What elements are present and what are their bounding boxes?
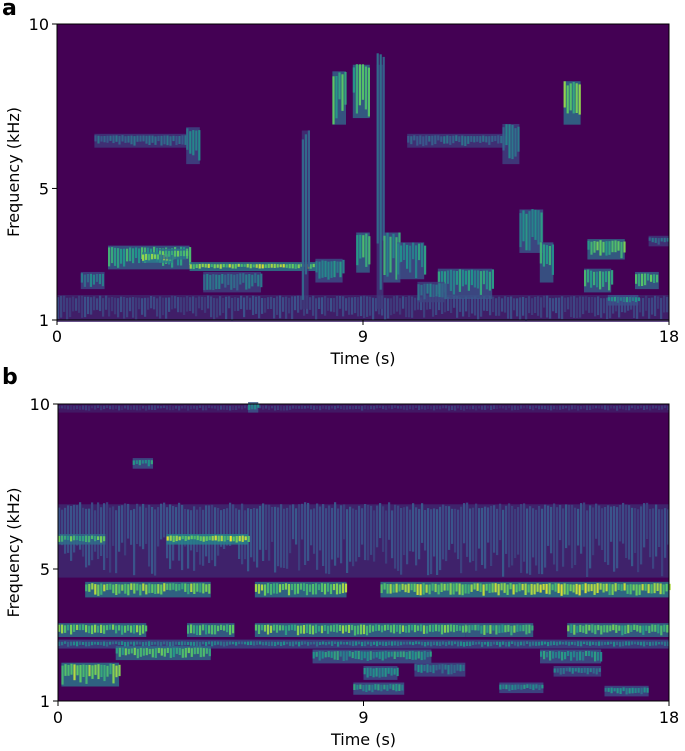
spectrogram-event [587, 239, 626, 260]
x-tick-label: 0 [53, 708, 63, 727]
spectrogram-event [58, 534, 106, 545]
spectrogram-event [553, 666, 602, 677]
spectrogram-event [499, 682, 544, 694]
spectrogram-event [58, 502, 670, 578]
spectrogram-event [254, 581, 348, 598]
spectrogram-event [248, 402, 260, 413]
spectrogram-event [159, 248, 189, 260]
y-axis-label: Frequency (kHz) [4, 488, 23, 618]
x-tick-label: 9 [358, 708, 368, 727]
spectrogram-event [80, 271, 105, 290]
x-tick-label: 18 [659, 708, 679, 727]
spectrogram-event [540, 649, 603, 664]
spectrogram-event [115, 646, 211, 661]
spectrogram-event [189, 262, 316, 272]
y-tick-label: 5 [40, 560, 50, 579]
y-tick-label: 10 [30, 395, 50, 414]
spectrogram-panel-a: a 0 9 18 1 5 10 Time (s) Frequency (kHz) [2, 0, 679, 368]
spectrogram-event [254, 623, 468, 637]
spectrogram-event [312, 649, 432, 664]
spectrogram-event [567, 623, 669, 637]
x-axis-label: Time (s) [329, 349, 395, 368]
spectrogram-event [58, 639, 670, 649]
spectrogram-event [363, 666, 399, 680]
spectrogram-event [61, 662, 121, 687]
spectrogram-event [58, 623, 148, 637]
y-tick-label: 10 [29, 15, 49, 34]
spectrogram-event [94, 133, 187, 148]
spectrogram-event [563, 81, 581, 125]
spectrogram-event [332, 71, 347, 125]
spectrogram-event [57, 294, 669, 322]
spectrogram-event [352, 64, 370, 119]
panel-label: a [2, 0, 17, 21]
spectrogram-event [356, 232, 371, 273]
spectrogram-event [186, 623, 235, 637]
spectrogram-b: 0 9 18 1 5 10 Time (s) Frequency (kHz) [4, 395, 679, 749]
x-tick-label: 9 [358, 327, 368, 346]
spectrogram-event [132, 458, 154, 469]
spectrogram-event [607, 294, 640, 306]
panel-label: b [2, 365, 18, 390]
spectrogram-event [635, 271, 659, 290]
spectrogram-event [166, 534, 250, 545]
y-axis-label: Frequency (kHz) [4, 107, 23, 237]
spectrogram-event [465, 623, 534, 637]
spectrogram-a: 0 9 18 1 5 10 Time (s) Frequency (kHz) [4, 15, 679, 368]
spectrogram-event [85, 581, 211, 598]
y-tick-label: 1 [40, 692, 50, 711]
x-axis-label: Time (s) [330, 730, 396, 749]
spectrogram-events [57, 53, 669, 322]
spectrogram-event [414, 662, 466, 677]
x-tick-label: 18 [659, 327, 679, 346]
spectrogram-event [203, 271, 263, 293]
spectrogram-event [407, 133, 506, 148]
spectrogram-event [604, 685, 649, 697]
x-tick-label: 0 [52, 327, 62, 346]
spectrogram-event [502, 123, 520, 165]
spectrogram-event [186, 127, 201, 165]
spectrogram-event [376, 53, 385, 309]
spectrogram-events [58, 402, 671, 697]
spectrogram-event [648, 235, 669, 247]
y-tick-label: 1 [39, 311, 49, 330]
y-tick-label: 5 [39, 179, 49, 198]
spectrogram-event [417, 281, 447, 303]
spectrogram-event [301, 130, 310, 309]
spectrogram-event [437, 268, 494, 299]
spectrogram-event [519, 209, 544, 253]
spectrogram-event [58, 403, 670, 413]
spectrogram-event [539, 242, 554, 283]
spectrogram-event [315, 258, 345, 283]
spectrogram-event [584, 268, 614, 293]
spectrogram-panel-b: b 0 9 18 1 5 10 Time (s) Frequency (kHz) [0, 365, 685, 751]
spectrogram-event [397, 242, 427, 280]
spectrogram-event [353, 682, 405, 695]
spectrogram-event [380, 581, 671, 598]
